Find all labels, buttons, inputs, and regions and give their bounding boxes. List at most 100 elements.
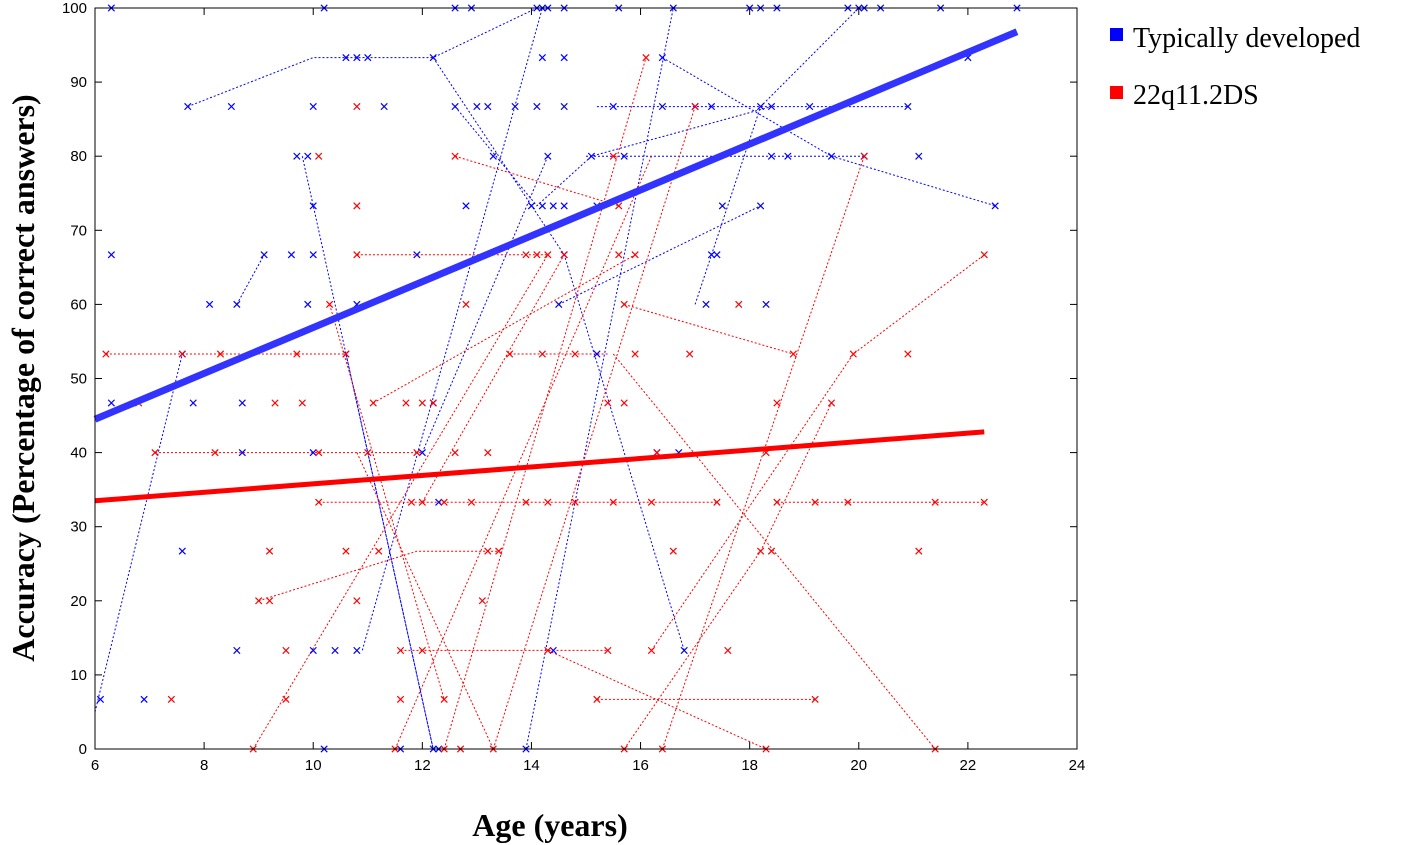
ds-data-point — [315, 498, 323, 506]
td-data-point — [762, 300, 770, 309]
ds-data-point — [440, 498, 448, 506]
ds-data-point — [353, 597, 361, 605]
td-data-point — [233, 300, 241, 309]
td-data-point — [549, 646, 557, 655]
td-data-point — [178, 547, 186, 555]
ds-data-point — [353, 102, 361, 111]
ds-data-point — [544, 251, 552, 259]
ds-trajectory — [454, 155, 619, 207]
ds-data-point — [609, 152, 617, 160]
td-data-point — [549, 202, 557, 210]
td-data-point — [538, 54, 546, 62]
td-data-point — [304, 152, 312, 160]
ds-data-point — [544, 498, 552, 506]
x-tick-label: 6 — [91, 757, 99, 774]
x-tick-label: 14 — [523, 757, 540, 774]
td-data-point — [713, 251, 721, 259]
ds-data-point — [631, 350, 639, 358]
axes: 6 8 10 12 14 16 18 20 22 24 0 10 20 30 40 50 60 70 80 90 10… — [62, 0, 1085, 774]
td-data-point — [309, 251, 317, 259]
ds-data-point — [298, 399, 306, 407]
x-tick-label: 20 — [850, 757, 867, 774]
ds-data-point — [293, 350, 301, 358]
td-data-point — [205, 300, 214, 309]
ds-data-point — [484, 448, 492, 457]
ds-data-point — [844, 498, 852, 506]
td-data-point — [304, 300, 312, 309]
y-tick-label: 40 — [70, 445, 87, 462]
ds-data-point — [522, 251, 530, 259]
ds-data-point — [560, 251, 568, 259]
ds-data-point — [713, 498, 721, 506]
td-trajectory — [187, 7, 538, 108]
x-tick-label: 18 — [741, 757, 758, 774]
td-data-point — [680, 646, 688, 655]
y-tick-label: 90 — [70, 74, 87, 91]
td-data-point — [527, 202, 536, 210]
ds-data-point — [413, 448, 421, 457]
ds-data-point — [467, 498, 476, 506]
ds-data-point — [609, 498, 617, 506]
y-tick-label: 20 — [70, 593, 87, 610]
td-data-point — [533, 102, 541, 111]
ds-data-point — [325, 300, 334, 309]
ds-data-point — [849, 350, 857, 358]
y-tick-label: 100 — [62, 0, 87, 17]
ds-trajectory — [258, 550, 499, 602]
td-data-point — [189, 399, 197, 407]
td-trajectory — [558, 205, 761, 305]
ds-data-point — [827, 399, 836, 407]
x-tick-label: 22 — [960, 757, 977, 774]
td-data-point — [380, 102, 388, 111]
ds-data-point — [265, 547, 274, 555]
td-data-point — [342, 54, 350, 62]
ds-data-point — [353, 251, 361, 259]
ds-data-point — [647, 646, 656, 655]
ds-data-point — [462, 300, 470, 309]
ds-data-point — [724, 646, 732, 655]
ds-data-point — [315, 152, 323, 160]
ds-data-point — [767, 547, 776, 555]
td-data-point — [658, 54, 667, 62]
td-data-point — [353, 646, 361, 655]
td-data-point — [718, 202, 727, 210]
td-data-point — [107, 399, 115, 407]
ds-data-point — [538, 350, 546, 358]
td-data-point — [96, 695, 105, 703]
ds-trajectory — [624, 303, 794, 355]
ds-data-point — [811, 695, 819, 703]
td-data-point — [560, 54, 568, 62]
td-data-point — [309, 646, 317, 655]
td-data-point — [560, 102, 568, 111]
td-data-point — [429, 54, 437, 62]
typically-developed-trajectories — [94, 7, 1017, 750]
ds-trajectory — [421, 254, 565, 503]
td-data-point — [418, 448, 426, 457]
ds-data-point — [315, 448, 323, 457]
y-tick-label: 0 — [79, 741, 87, 758]
td-data-point — [233, 646, 241, 655]
td-trajectory — [361, 7, 543, 651]
22q11-2ds-markers — [102, 54, 988, 753]
td-data-point — [238, 448, 246, 457]
ds-data-point — [735, 300, 743, 309]
td-trajectory — [421, 156, 549, 453]
y-axis-title: Accuracy (Percentage of correct answers) — [5, 94, 41, 661]
ds-data-point — [669, 547, 677, 555]
td-data-point — [140, 695, 148, 703]
ds-trajectory — [394, 156, 652, 750]
td-data-point — [451, 102, 459, 111]
td-data-point — [587, 152, 596, 160]
ds-data-point — [342, 350, 350, 358]
td-data-point — [309, 448, 317, 457]
ds-data-point — [615, 251, 623, 259]
td-data-point — [915, 152, 923, 160]
ds-regression-line — [94, 429, 985, 504]
legend-swatch-typically-developed — [1110, 28, 1123, 41]
y-tick-label: 30 — [70, 519, 87, 536]
td-data-point — [364, 54, 372, 62]
ds-data-point — [980, 251, 988, 259]
ds-data-point — [642, 54, 650, 62]
td-trajectory — [301, 156, 434, 750]
td-data-point — [767, 102, 776, 111]
